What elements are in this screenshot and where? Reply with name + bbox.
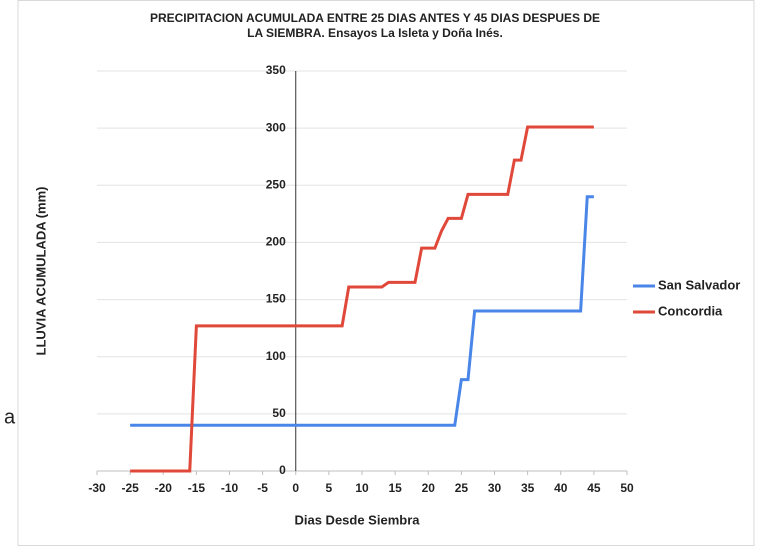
y-axis-label: LLUVIA ACUMULADA (mm) (33, 187, 48, 356)
y-tick-label: 150 (266, 292, 286, 306)
x-tick-label: -20 (155, 481, 173, 495)
y-tick-label: 50 (272, 406, 286, 420)
y-tick-label: 250 (266, 177, 286, 191)
x-tick-label: 35 (521, 481, 535, 495)
y-tick-label: 350 (266, 63, 286, 77)
x-tick-label: 20 (422, 481, 436, 495)
y-tick-label: 200 (266, 235, 286, 249)
y-tick-label: 0 (279, 463, 286, 477)
x-tick-label: -25 (121, 481, 139, 495)
x-tick-label: 0 (292, 481, 299, 495)
y-tick-label: 300 (266, 120, 286, 134)
x-tick-label: 30 (488, 481, 502, 495)
x-tick-label: 50 (620, 481, 634, 495)
x-tick-label: 25 (455, 481, 469, 495)
series-line (130, 195, 594, 427)
x-tick-label: -10 (221, 481, 239, 495)
x-tick-label: -30 (88, 481, 106, 495)
series-line (130, 125, 594, 473)
legend-label: Concordia (658, 303, 723, 318)
chart-title: LA SIEMBRA. Ensayos La Isleta y Doña Iné… (247, 26, 503, 40)
chart-frame (17, 0, 755, 546)
side-text: a (4, 406, 16, 428)
x-tick-label: -5 (257, 481, 268, 495)
x-tick-label: 10 (355, 481, 369, 495)
x-tick-label: 45 (587, 481, 601, 495)
x-axis-label: Dias Desde Siembra (294, 512, 420, 527)
chart-title: PRECIPITACION ACUMULADA ENTRE 25 DIAS AN… (150, 11, 600, 25)
x-tick-label: -15 (188, 481, 206, 495)
x-tick-label: 40 (554, 481, 568, 495)
x-tick-label: 5 (326, 481, 333, 495)
x-tick-label: 15 (388, 481, 402, 495)
y-tick-label: 100 (266, 349, 286, 363)
legend-label: San Salvador (658, 277, 740, 292)
